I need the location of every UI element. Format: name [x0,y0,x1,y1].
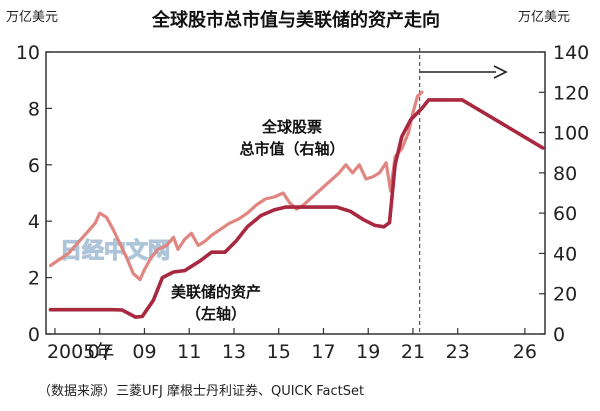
stock-series-label-line2: 总市值（右轴） [239,140,344,158]
right-axis-tick-label: 40 [553,243,577,265]
right-axis-tick-label: 0 [553,324,565,346]
left-axis-tick-label: 2 [28,268,40,290]
left-axis-tick-label: 6 [28,155,40,177]
right-axis-tick-label: 80 [553,163,577,185]
x-axis-tick-label: 2005年 [47,341,114,363]
chart-title: 全球股市总市值与美联储的资产走向 [151,9,440,31]
source-note: （数据来源）三菱UFJ 摩根士丹利证券、QUICK FactSet [38,383,364,399]
fed-series-label-line2: （左轴） [186,305,246,323]
left-axis-tick-label: 8 [28,98,40,120]
right-axis-tick-label: 120 [553,82,589,104]
x-axis-tick-label: 23 [446,341,470,363]
x-axis-tick-label: 21 [401,341,425,363]
fed-assets-line [48,98,545,319]
left-axis-tick-label: 10 [16,42,40,64]
right-axis-tick-label: 100 [553,123,589,145]
right-axis-tick-label: 20 [553,284,577,306]
left-axis-tick-label: 4 [28,211,40,233]
left-axis-unit: 万亿美元 [6,10,58,25]
left-axis-tick-label: 0 [28,324,40,346]
forecast-arrow-head [493,65,508,79]
stock-market-cap-line [48,90,424,282]
x-axis-tick-label: 17 [311,341,335,363]
right-axis-tick-label: 60 [553,203,577,225]
x-axis-tick-label: 09 [132,341,156,363]
x-axis-tick-label: 13 [222,341,246,363]
fed-series-label-line1: 美联储的资产 [171,283,261,301]
plot-frame [45,51,546,335]
right-axis-tick-label: 140 [553,42,589,64]
stock-series-label-line1: 全球股票 [261,118,322,136]
x-axis-tick-label: 19 [356,341,380,363]
x-axis-tick-label: 11 [177,341,201,363]
x-axis-tick-label: 26 [513,341,537,363]
x-axis-tick-label: 15 [267,341,291,363]
right-axis-unit: 万亿美元 [518,10,570,25]
x-axis-tick-label: 07 [88,341,112,363]
